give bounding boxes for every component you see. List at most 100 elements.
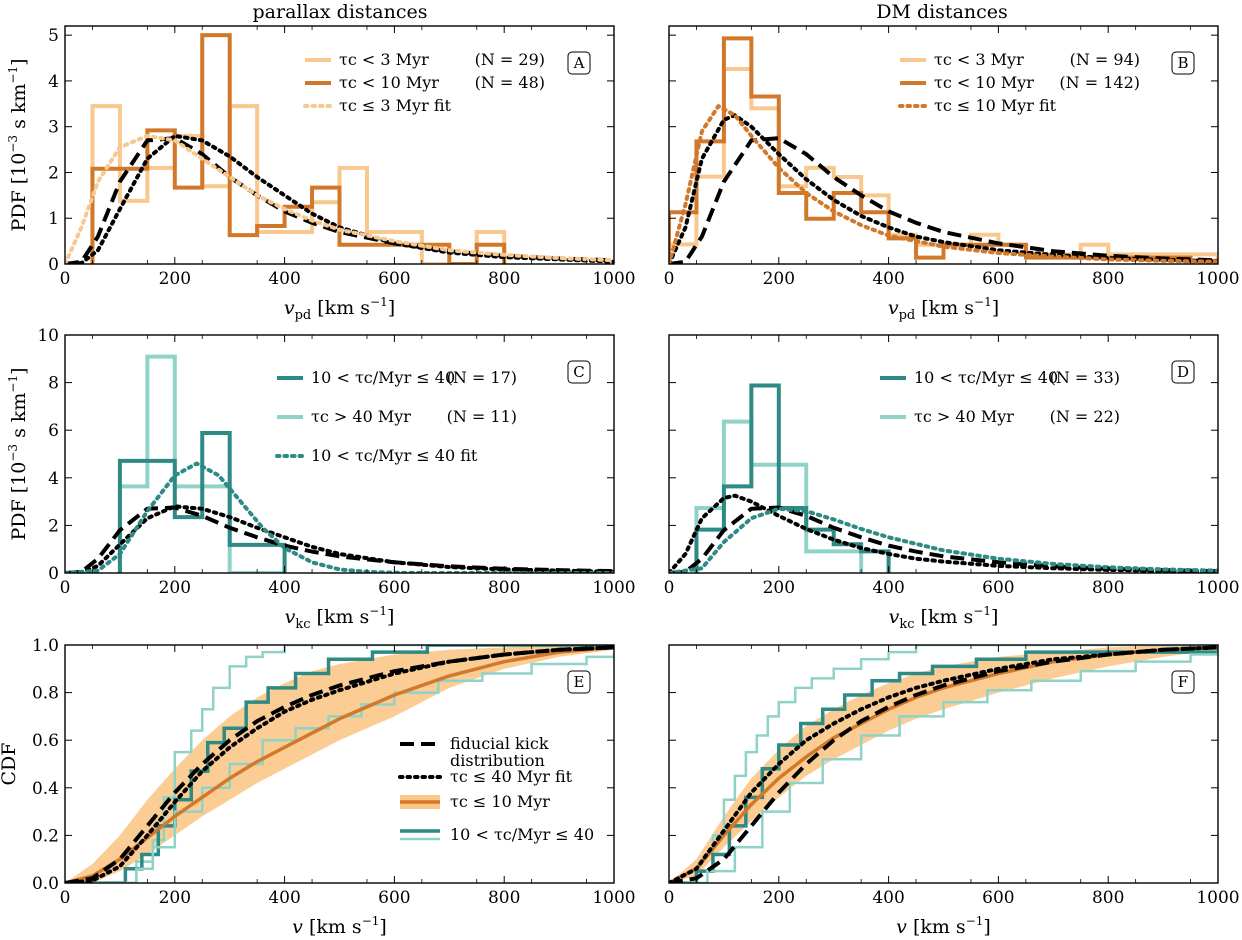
curve-dotted-dark-teal: [669, 506, 1218, 573]
plot-area: [65, 33, 614, 264]
y-tick-label: 1.0: [32, 636, 59, 656]
x-tick-label: 400: [268, 888, 300, 908]
y-tick-label: 1: [48, 209, 59, 229]
x-tick-label: 800: [488, 269, 520, 289]
x-tick-label: 1000: [592, 269, 635, 289]
y-tick-label: 0: [48, 564, 59, 584]
panel-badge-label: B: [1177, 54, 1188, 72]
cdf-step-light-teal: [65, 652, 614, 883]
x-tick-label: 0: [664, 578, 675, 598]
y-tick-label: 0.0: [32, 874, 59, 894]
legend-label: 10 < τc/Myr ≤ 40: [311, 368, 455, 387]
x-tick-label: 400: [268, 269, 300, 289]
panel-badge-box: [1171, 670, 1195, 694]
legend-label-line2: distribution: [450, 751, 545, 770]
curve-dotted-black: [65, 504, 614, 573]
legend: τc < 3 Myr (N = 29) τc < 10 Myr (N = 48) τc …: [303, 50, 545, 115]
legend: 10 < τc/Myr ≤ 40(N = 33) τc > 40 Myr (N = …: [880, 368, 1120, 426]
legend: 10 < τc/Myr ≤ 40(N = 17) τc > 40 Myr (N = …: [275, 368, 517, 465]
panel-b: 0 200 400 600 800 1000 vpd [km s−1] Bτc < 3 Myr…: [664, 25, 1240, 323]
axes-frame: [668, 644, 1219, 884]
x-tick-label: 1000: [1196, 888, 1239, 908]
histogram-dark-orange: [90, 33, 507, 264]
legend-label: fiducial kick: [450, 734, 549, 753]
legend-label: τc > 40 Myr: [914, 407, 1014, 426]
legend-label: τc < 3 Myr: [339, 50, 429, 69]
x-tick-label: 0: [60, 578, 71, 598]
axes-frame: [64, 644, 615, 884]
x-tick-label: 800: [488, 888, 520, 908]
curve-dotted-dark-orange: [669, 104, 1218, 264]
legend-label: τc ≤ 10 Myr fit: [934, 96, 1057, 115]
y-axis-label: CDF: [0, 743, 20, 786]
x-tick-label: 200: [763, 578, 795, 598]
x-axis-label: vpd [km s−1]: [888, 295, 999, 323]
plot-area: [669, 36, 1218, 264]
column-title-left: parallax distances: [253, 1, 428, 23]
x-tick-label: 600: [982, 269, 1014, 289]
legend-label: τc ≤ 10 Myr: [450, 792, 550, 811]
panel-f: 0 200 400 600 800 1000 v [km s−1] F: [664, 644, 1240, 938]
cdf-step-light-teal: [669, 649, 1218, 883]
y-tick-label: 0.6: [32, 731, 59, 751]
panel-badge-box: [567, 51, 591, 75]
x-tick-label: 1000: [1196, 269, 1239, 289]
legend-label: 10 < τc/Myr ≤ 40: [450, 825, 594, 844]
curve-dotted-black: [65, 133, 614, 264]
legend-count: (N = 11): [447, 407, 517, 426]
y-tick-label: 2: [48, 163, 59, 183]
panel-e: 0 200 400 600 800 1000 0.0 0.2 0.4 0.6 0.8 1.0 v [km…: [0, 636, 636, 938]
x-tick-label: 400: [872, 578, 904, 598]
legend-label: τc ≤ 3 Myr fit: [339, 96, 451, 115]
y-tick-label: 4: [48, 72, 59, 92]
panel-d: 0 200 400 600 800 1000 vkc [km s−1] D 10 < τc/My…: [664, 334, 1240, 632]
panel-badge-label: C: [573, 363, 584, 381]
histogram-light-orange: [90, 104, 507, 264]
x-tick-label: 1000: [592, 578, 635, 598]
x-axis-label: vkc [km s−1]: [285, 604, 395, 632]
x-tick-label: 800: [1092, 578, 1124, 598]
y-tick-label: 0.8: [32, 684, 59, 704]
panel-badge-box: [1171, 360, 1195, 384]
y-tick-label: 6: [48, 421, 59, 441]
x-tick-label: 200: [159, 888, 191, 908]
legend-count: (N = 22): [1050, 407, 1120, 426]
y-tick-label: 5: [48, 26, 59, 46]
x-tick-label: 600: [982, 888, 1014, 908]
x-tick-label: 800: [1092, 269, 1124, 289]
x-tick-label: 0: [60, 888, 71, 908]
axes-frame: [668, 25, 1219, 265]
y-tick-label: 0: [48, 255, 59, 275]
x-tick-label: 600: [378, 269, 410, 289]
x-tick-label: 1000: [1196, 578, 1239, 598]
legend-label: τc < 3 Myr: [934, 50, 1024, 69]
panel-badge-label: D: [1177, 363, 1189, 381]
curve-dotted-black: [669, 645, 1218, 883]
legend: τc < 3 Myr (N = 94) τc < 10 Myr (N = 142)τc…: [898, 50, 1140, 115]
x-tick-label: 400: [872, 888, 904, 908]
y-tick-label: 2: [48, 516, 59, 536]
legend-label: τc < 10 Myr: [339, 73, 439, 92]
curve-dotted-light-orange: [65, 133, 614, 264]
panel-badge-label: F: [1178, 673, 1188, 691]
legend-count: (N = 94): [1070, 50, 1140, 69]
legend-count: (N = 142): [1059, 73, 1140, 92]
panel-badge-box: [567, 670, 591, 694]
panel-badge-label: A: [573, 54, 585, 72]
panel-c: 0 200 400 600 800 1000 0 2 4 6 8 10 vkc [km s−1] PDF …: [6, 326, 636, 632]
curve-dashed-black: [669, 136, 1218, 264]
y-tick-label: 10: [37, 326, 59, 346]
x-axis-label: v [km s−1]: [896, 914, 991, 938]
y-tick-label: 4: [48, 469, 59, 489]
legend-count: (N = 29): [475, 50, 545, 69]
x-axis-label: vkc [km s−1]: [889, 604, 999, 632]
column-title-right: DM distances: [876, 1, 1008, 23]
curve-dotted-black: [65, 645, 614, 883]
y-tick-label: 3: [48, 118, 59, 138]
x-tick-label: 800: [488, 578, 520, 598]
y-axis-label: PDF [10−3 s km−1]: [6, 367, 30, 540]
x-tick-label: 400: [872, 269, 904, 289]
y-tick-label: 0.4: [32, 779, 59, 799]
